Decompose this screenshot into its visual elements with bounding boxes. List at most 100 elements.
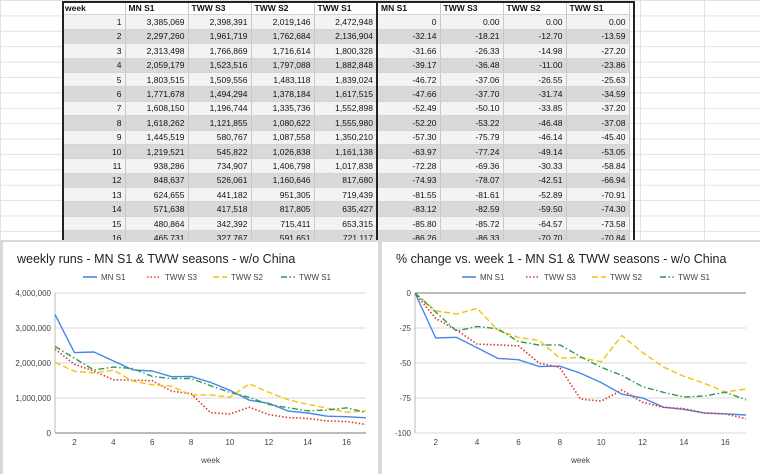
table-cell[interactable]: -37.08 <box>566 115 630 131</box>
table-cell[interactable]: 1,219,521 <box>125 144 189 160</box>
table-cell[interactable]: 817,680 <box>314 173 378 189</box>
table-cell[interactable]: 1,552,898 <box>314 101 378 117</box>
table-cell[interactable]: -34.59 <box>566 86 630 102</box>
table-cell[interactable]: -23.86 <box>566 58 630 73</box>
table-cell[interactable]: -13.59 <box>566 29 630 45</box>
table-cell[interactable]: -77.24 <box>440 144 504 160</box>
table-cell[interactable]: 1,771,678 <box>125 86 189 102</box>
table-cell[interactable]: -47.66 <box>377 86 441 102</box>
table-cell[interactable]: 1,803,515 <box>125 72 189 88</box>
table-cell[interactable]: 342,392 <box>188 216 252 232</box>
table-cell[interactable]: 1,087,558 <box>251 130 315 145</box>
table-cell[interactable]: -39.17 <box>377 58 441 73</box>
table-cell[interactable]: -78.07 <box>440 173 504 189</box>
table-cell[interactable]: -70.84 <box>566 230 630 240</box>
table-cell[interactable]: 545,822 <box>188 144 252 160</box>
table-cell[interactable]: 1,618,262 <box>125 115 189 131</box>
table-cell[interactable]: -70.70 <box>503 230 567 240</box>
table-cell[interactable]: 0.00 <box>440 14 504 30</box>
table-cell[interactable]: 1,608,150 <box>125 101 189 117</box>
table-cell[interactable]: 1,797,088 <box>251 58 315 73</box>
table-cell[interactable]: -58.84 <box>566 158 630 174</box>
table-cell[interactable]: -52.20 <box>377 115 441 131</box>
header-cell[interactable]: TWW S3 <box>188 1 252 16</box>
table-cell[interactable]: -42.51 <box>503 173 567 189</box>
table-cell[interactable]: -63.97 <box>377 144 441 160</box>
table-cell[interactable]: -31.74 <box>503 86 567 102</box>
header-cell[interactable]: TWW S1 <box>566 1 630 16</box>
table-cell[interactable]: 848,637 <box>125 173 189 189</box>
table-cell[interactable]: 465,731 <box>125 230 189 240</box>
table-cell[interactable]: -37.20 <box>566 101 630 117</box>
table-cell[interactable]: -57.30 <box>377 130 441 145</box>
table-cell[interactable]: 12 <box>62 173 126 189</box>
table-cell[interactable]: 0 <box>377 14 441 30</box>
table-cell[interactable]: 951,305 <box>251 187 315 203</box>
table-cell[interactable]: 1,161,138 <box>314 144 378 160</box>
table-cell[interactable]: 2,398,391 <box>188 14 252 30</box>
table-cell[interactable]: 0.00 <box>566 14 630 30</box>
header-cell[interactable]: MN S1 <box>125 1 189 16</box>
table-cell[interactable]: -59.50 <box>503 201 567 217</box>
table-cell[interactable]: 1,509,556 <box>188 72 252 88</box>
table-cell[interactable]: 526,061 <box>188 173 252 189</box>
table-cell[interactable]: -18.21 <box>440 29 504 45</box>
table-cell[interactable]: -46.72 <box>377 72 441 88</box>
table-cell[interactable]: 9 <box>62 130 126 145</box>
table-cell[interactable]: 1,080,622 <box>251 115 315 131</box>
table-cell[interactable]: 5 <box>62 72 126 88</box>
table-cell[interactable]: 13 <box>62 187 126 203</box>
table-cell[interactable]: -70.91 <box>566 187 630 203</box>
table-cell[interactable]: -74.30 <box>566 201 630 217</box>
data-table[interactable]: week MN S1 TWW S3 TWW S2 TWW S1 MN S1 TW… <box>62 1 630 240</box>
table-cell[interactable]: 3 <box>62 43 126 59</box>
table-cell[interactable]: 2,136,904 <box>314 29 378 45</box>
chart-weekly-runs[interactable]: weekly runs - MN S1 & TWW seasons - w/o … <box>3 242 378 474</box>
table-cell[interactable]: -52.89 <box>503 187 567 203</box>
table-cell[interactable]: -83.12 <box>377 201 441 217</box>
table-cell[interactable]: 1,483,118 <box>251 72 315 88</box>
table-cell[interactable]: -36.48 <box>440 58 504 73</box>
table-cell[interactable]: 1,017,838 <box>314 158 378 174</box>
table-cell[interactable]: -73.58 <box>566 216 630 232</box>
chart-percent-change[interactable]: % change vs. week 1 - MN S1 & TWW season… <box>382 242 760 474</box>
table-cell[interactable]: -37.06 <box>440 72 504 88</box>
table-cell[interactable]: -74.93 <box>377 173 441 189</box>
table-cell[interactable]: -37.70 <box>440 86 504 102</box>
table-cell[interactable]: 2,019,146 <box>251 14 315 30</box>
table-cell[interactable]: 1 <box>62 14 126 30</box>
table-cell[interactable]: 1,378,184 <box>251 86 315 102</box>
table-cell[interactable]: -27.20 <box>566 43 630 59</box>
table-cell[interactable]: 480,864 <box>125 216 189 232</box>
table-cell[interactable]: -75.79 <box>440 130 504 145</box>
table-cell[interactable]: 1,839,024 <box>314 72 378 88</box>
table-cell[interactable]: -82.59 <box>440 201 504 217</box>
table-cell[interactable]: 715,411 <box>251 216 315 232</box>
table-cell[interactable]: -33.85 <box>503 101 567 117</box>
table-cell[interactable]: 635,427 <box>314 201 378 217</box>
table-cell[interactable]: -53.22 <box>440 115 504 131</box>
table-cell[interactable]: 8 <box>62 115 126 131</box>
table-cell[interactable]: 721,117 <box>314 230 378 240</box>
table-cell[interactable]: 734,907 <box>188 158 252 174</box>
table-cell[interactable]: 1,350,210 <box>314 130 378 145</box>
table-cell[interactable]: 1,555,980 <box>314 115 378 131</box>
table-cell[interactable]: 4 <box>62 58 126 73</box>
table-cell[interactable]: 1,716,614 <box>251 43 315 59</box>
table-cell[interactable]: 2,472,948 <box>314 14 378 30</box>
table-cell[interactable]: 1,196,744 <box>188 101 252 117</box>
table-cell[interactable]: -26.55 <box>503 72 567 88</box>
table-cell[interactable]: 1,445,519 <box>125 130 189 145</box>
table-cell[interactable]: -26.33 <box>440 43 504 59</box>
table-cell[interactable]: 417,518 <box>188 201 252 217</box>
header-cell[interactable]: TWW S1 <box>314 1 378 16</box>
table-cell[interactable]: 938,286 <box>125 158 189 174</box>
table-cell[interactable]: -85.72 <box>440 216 504 232</box>
table-cell[interactable]: -32.14 <box>377 29 441 45</box>
table-cell[interactable]: 624,655 <box>125 187 189 203</box>
table-cell[interactable]: -81.55 <box>377 187 441 203</box>
table-cell[interactable]: 441,182 <box>188 187 252 203</box>
table-cell[interactable]: 2,313,498 <box>125 43 189 59</box>
table-cell[interactable]: -64.57 <box>503 216 567 232</box>
table-cell[interactable]: 15 <box>62 216 126 232</box>
